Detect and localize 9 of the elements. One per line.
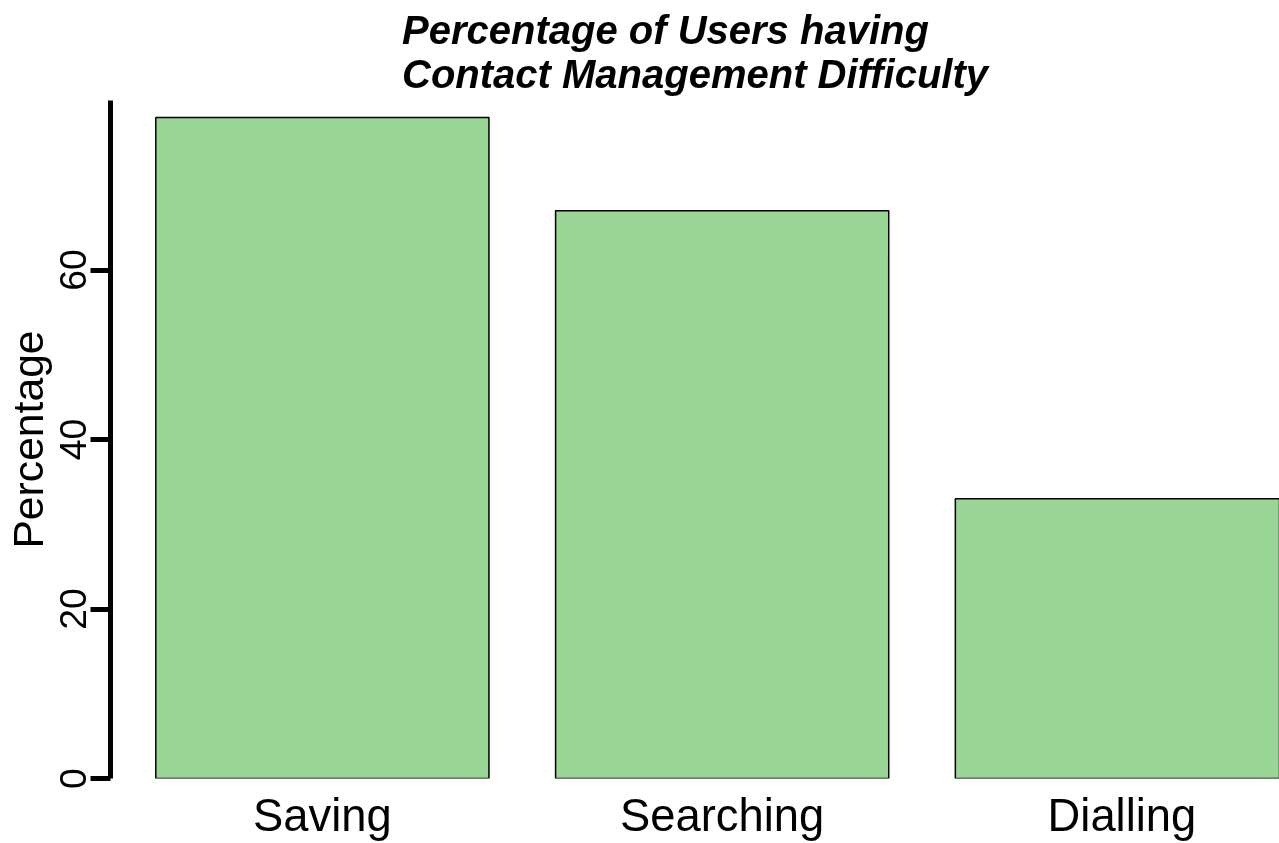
y-tick-label: 20 [51, 588, 94, 630]
y-tick-label: 60 [51, 249, 94, 291]
x-tick-label: Searching [620, 789, 825, 841]
y-axis-title: Percentage [3, 330, 52, 549]
x-tick-label: Saving [253, 789, 392, 841]
x-tick-label: Dialling [1047, 789, 1197, 841]
y-tick-label: 40 [51, 418, 94, 461]
chart-title: Percentage of Users having Contact Management Difficulty [402, 7, 990, 96]
y-tick-label: 0 [51, 768, 94, 789]
